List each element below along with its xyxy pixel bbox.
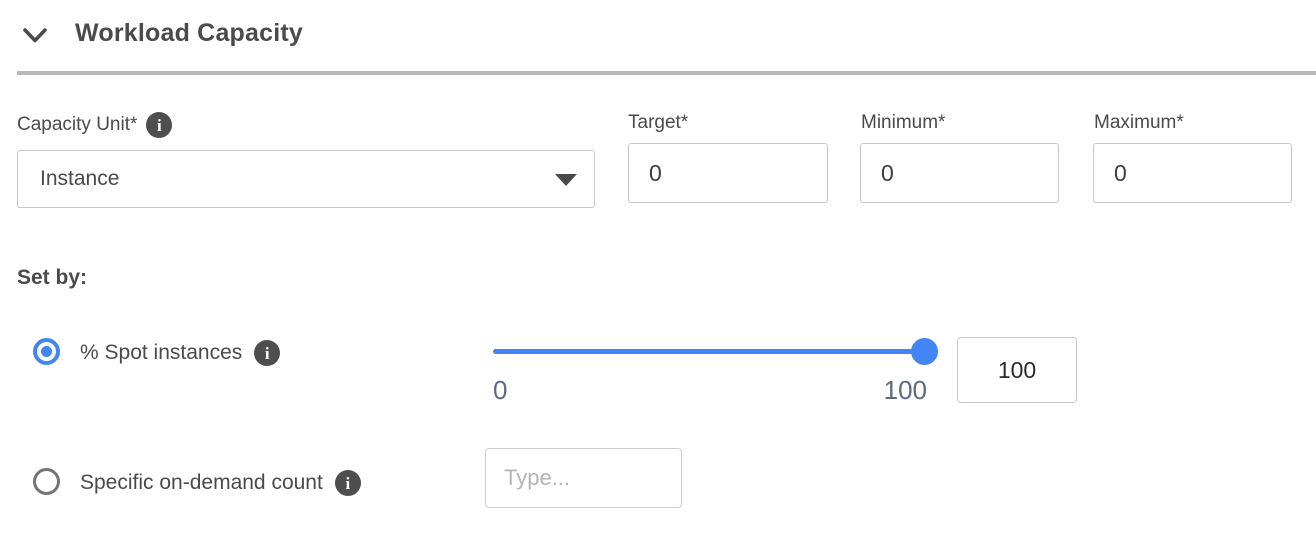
ondemand-count-radio[interactable] xyxy=(33,468,60,495)
ondemand-count-input[interactable] xyxy=(485,448,682,508)
dropdown-caret-down-icon xyxy=(555,174,577,186)
capacity-unit-label: Capacity Unit* i xyxy=(17,112,173,138)
spot-instances-radio[interactable] xyxy=(33,338,60,365)
section-collapse-chevron-down-icon[interactable] xyxy=(22,27,48,49)
slider-min-label: 0 xyxy=(493,375,508,405)
ondemand-count-label-text: Specific on-demand count xyxy=(80,471,323,494)
radio-selected-dot xyxy=(41,346,52,357)
ondemand-count-info-icon[interactable]: i xyxy=(334,470,361,496)
spot-instances-option-label: % Spot instances i xyxy=(80,340,281,366)
capacity-unit-info-icon[interactable]: i xyxy=(146,112,173,138)
spot-instances-label-text: % Spot instances xyxy=(80,341,243,364)
spot-percentage-slider-handle[interactable] xyxy=(911,338,938,365)
spot-percentage-value-input[interactable] xyxy=(957,337,1077,403)
ondemand-count-option-label: Specific on-demand count i xyxy=(80,470,361,496)
maximum-input[interactable] xyxy=(1093,143,1292,203)
minimum-input[interactable] xyxy=(860,143,1059,203)
capacity-unit-dropdown[interactable]: Instance xyxy=(17,150,595,208)
spot-percentage-slider-track[interactable] xyxy=(493,349,925,354)
section-divider xyxy=(17,71,1316,75)
target-input[interactable] xyxy=(628,143,828,203)
spot-instances-info-icon[interactable]: i xyxy=(254,340,281,366)
maximum-label: Maximum* xyxy=(1094,112,1184,133)
capacity-unit-selected-value: Instance xyxy=(40,167,120,190)
slider-max-label: 100 xyxy=(883,375,927,405)
capacity-unit-label-text: Capacity Unit* xyxy=(17,114,138,135)
set-by-label: Set by: xyxy=(17,266,88,289)
target-label: Target* xyxy=(628,112,689,133)
minimum-label: Minimum* xyxy=(861,112,946,133)
section-title: Workload Capacity xyxy=(75,19,303,47)
